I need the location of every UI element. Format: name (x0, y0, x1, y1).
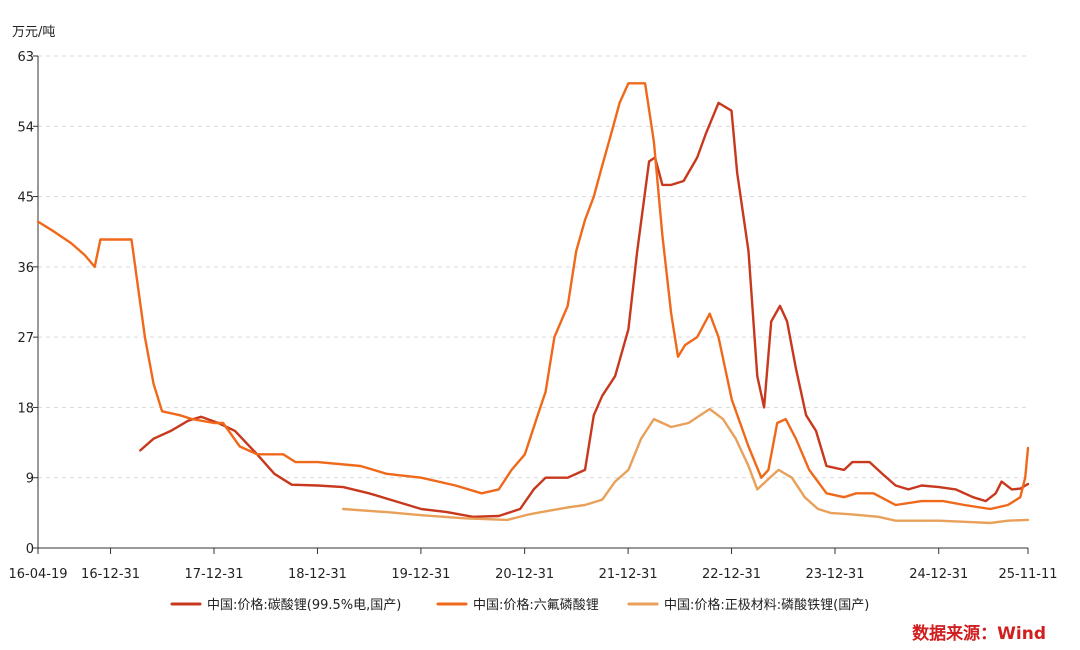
y-tick-label: 9 (26, 472, 34, 487)
legend: 中国:价格:碳酸锂(99.5%电,国产) 中国:价格:六氟磷酸锂 中国:价格:正极材… (170, 597, 869, 613)
x-tick-label: 23-12-31 (805, 567, 864, 582)
x-tick-label: 25-11-11 (998, 567, 1057, 582)
x-tick-label: 18-12-31 (288, 567, 347, 582)
x-tick-label: 22-12-31 (702, 567, 761, 582)
x-tick-label: 20-12-31 (495, 567, 554, 582)
legend-label: 中国:价格:正极材料:磷酸铁锂(国产) (664, 597, 869, 613)
y-tick-label: 27 (17, 331, 34, 346)
legend-item-1: 中国:价格:碳酸锂(99.5%电,国产) (170, 597, 401, 613)
legend-label: 中国:价格:六氟磷酸锂 (473, 597, 599, 613)
y-tick-labels: 0 9 18 27 36 45 54 63 (17, 50, 34, 557)
y-tick-label: 36 (17, 261, 34, 276)
x-tick-labels: 16-04-19 16-12-31 17-12-31 18-12-31 19-12-31… (8, 567, 1057, 582)
y-tick-label: 0 (26, 542, 34, 557)
x-tick-label: 17-12-31 (184, 567, 243, 582)
legend-item-2: 中国:价格:六氟磷酸锂 (436, 597, 599, 613)
y-tick-label: 18 (17, 401, 34, 416)
series-lines (36, 82, 1030, 525)
y-axis-unit-label: 万元/吨 (12, 25, 55, 40)
x-tick-label: 16-04-19 (8, 567, 67, 582)
y-tick-label: 63 (17, 50, 34, 65)
x-tick-label: 24-12-31 (909, 567, 968, 582)
legend-label: 中国:价格:碳酸锂(99.5%电,国产) (207, 597, 401, 613)
series-line-2 (36, 82, 1030, 511)
series-line-3 (342, 407, 1030, 525)
x-tick-label: 21-12-31 (599, 567, 658, 582)
x-tick-label: 19-12-31 (391, 567, 450, 582)
series-line-1 (139, 101, 1030, 518)
data-source-label: 数据来源：Wind (912, 623, 1046, 644)
axes (33, 55, 1029, 554)
y-tick-label: 45 (17, 191, 34, 206)
grid-lines (38, 55, 1028, 479)
x-tick-label: 16-12-31 (81, 567, 140, 582)
y-tick-label: 54 (17, 120, 34, 135)
legend-item-3: 中国:价格:正极材料:磷酸铁锂(国产) (627, 597, 869, 613)
